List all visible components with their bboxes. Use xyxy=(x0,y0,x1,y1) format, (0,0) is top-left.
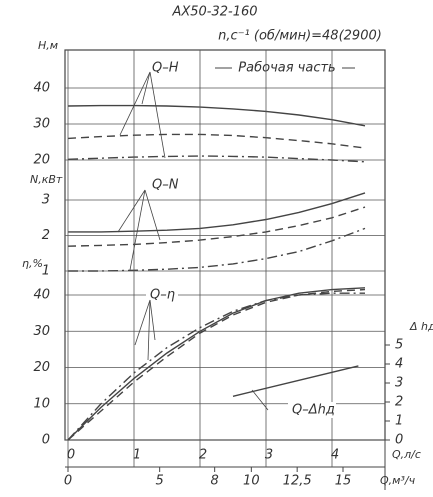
annotation-bg xyxy=(232,60,342,76)
y-tick-label: 3 xyxy=(395,376,403,391)
y-tick-label: 0 xyxy=(395,433,403,448)
leader-line xyxy=(149,299,156,341)
curve xyxy=(67,292,365,441)
curve xyxy=(67,287,366,441)
chart-title: АХ50-32-160 xyxy=(171,5,257,20)
x-tick-label: 4 xyxy=(331,448,339,463)
y-tick-label: 2 xyxy=(42,228,50,243)
leader-line xyxy=(117,189,146,233)
x2-axis-label: Q,м³/ч xyxy=(380,474,416,487)
leader-line xyxy=(119,71,151,136)
y-axis-label: Δ hд,м xyxy=(409,320,433,333)
y-tick-label: 30 xyxy=(33,324,50,339)
leader-line xyxy=(141,71,151,105)
curve-label: Q–η xyxy=(150,288,175,303)
y-tick-label: 3 xyxy=(42,193,50,208)
x-tick-label: 1 xyxy=(133,448,141,463)
y-tick-label: 20 xyxy=(33,360,50,375)
label-bg xyxy=(148,60,180,76)
y-tick-label: 5 xyxy=(395,338,403,353)
curve-label: Q–N xyxy=(152,178,179,193)
label-bg xyxy=(146,287,178,303)
curve xyxy=(67,104,366,127)
curve xyxy=(232,365,359,397)
y-tick-label: 2 xyxy=(395,395,403,410)
x-tick-label: 2 xyxy=(199,448,207,463)
leader-line xyxy=(144,189,161,241)
chart-subtitle: n,c⁻¹ (об/мин)=48(2900) xyxy=(218,29,382,44)
y-tick-label: 0 xyxy=(42,433,50,448)
curve xyxy=(68,192,366,233)
curve xyxy=(68,227,366,272)
curve xyxy=(67,206,366,247)
curve xyxy=(67,288,366,441)
leader-line xyxy=(129,189,146,271)
y-tick-label: 30 xyxy=(33,117,50,132)
y-tick-label: 1 xyxy=(395,414,403,429)
leader-line xyxy=(134,299,151,346)
x-tick-label: 0 xyxy=(67,448,75,463)
x2-tick-label: 15 xyxy=(335,474,352,489)
x2-tick-label: 12,5 xyxy=(283,474,312,489)
y-tick-label: 20 xyxy=(33,153,50,168)
y-tick-label: 10 xyxy=(33,396,50,411)
y-tick-label: 40 xyxy=(33,81,50,96)
y-tick-label: 40 xyxy=(33,288,50,303)
x-axis-label: Q,л/с xyxy=(392,448,421,461)
x2-tick-label: 10 xyxy=(243,474,260,489)
leader-line xyxy=(149,71,166,159)
y-tick-label: 4 xyxy=(395,357,403,372)
y-tick-label: 1 xyxy=(42,264,50,279)
label-bg xyxy=(288,402,336,418)
x2-tick-label: 8 xyxy=(211,474,219,489)
curve xyxy=(67,133,366,149)
x2-tick-label: 0 xyxy=(64,474,72,489)
annotation: Рабочая часть xyxy=(238,61,335,76)
label-bg xyxy=(148,177,180,193)
y-axis-label: H,м xyxy=(38,39,58,52)
curve-label: Q–H xyxy=(152,61,179,76)
y-axis-label: η,% xyxy=(22,257,43,270)
x-tick-label: 3 xyxy=(265,448,273,463)
leader-line xyxy=(147,299,151,361)
x2-tick-label: 5 xyxy=(156,474,164,489)
y-axis-label: N,кВт xyxy=(30,173,63,186)
curve-label: Q–Δhд xyxy=(292,403,335,418)
curve xyxy=(67,155,366,163)
leader-line xyxy=(251,389,269,411)
